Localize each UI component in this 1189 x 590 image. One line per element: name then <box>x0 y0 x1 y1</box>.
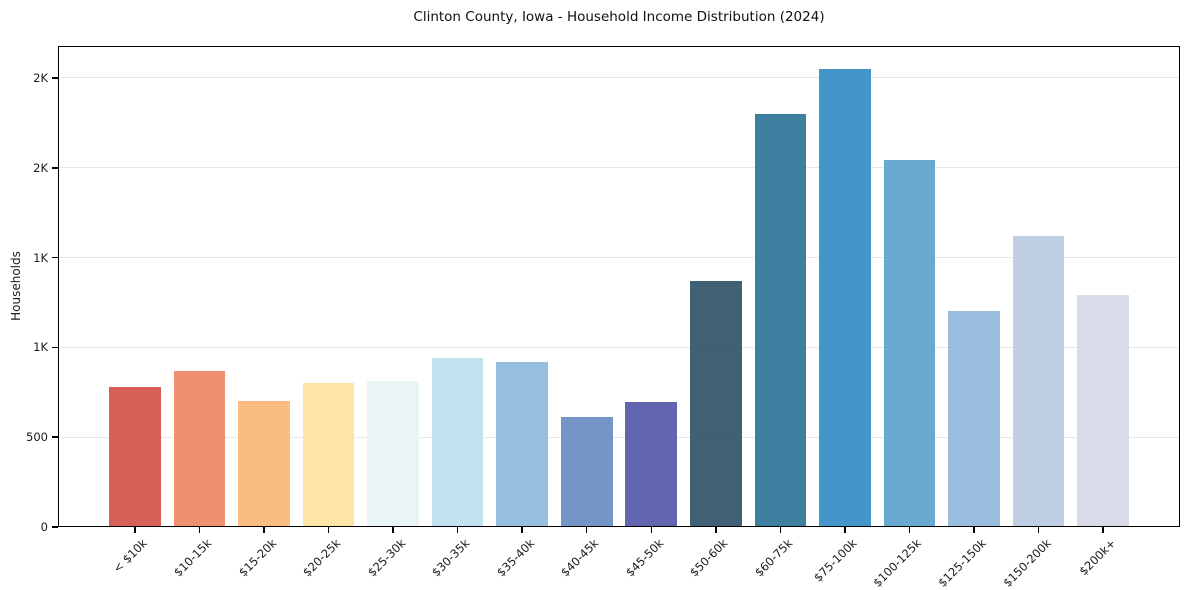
x-tick-label: $30-35k <box>429 536 473 580</box>
y-tick-mark <box>52 346 58 349</box>
x-tick-mark <box>779 527 782 533</box>
y-tick-label: 0 <box>40 520 48 534</box>
x-tick-label: $100-125k <box>870 536 925 590</box>
gridline <box>58 257 1180 259</box>
bar <box>302 383 355 527</box>
bar <box>1077 295 1129 527</box>
bar <box>238 401 290 527</box>
y-tick-label: 1K <box>33 340 48 355</box>
bar <box>690 280 742 527</box>
x-tick-label: $35-40k <box>493 536 538 580</box>
x-tick-mark <box>198 527 201 533</box>
x-tick-mark <box>134 527 136 533</box>
x-axis: < $10k $10-15k $15-20k $20-25k $25-30k $30-35… <box>58 527 1180 590</box>
x-tick-mark <box>456 527 459 533</box>
x-tick-label: $125-150k <box>935 536 989 590</box>
bar <box>560 417 613 527</box>
x-tick-label: $40-45k <box>558 536 602 580</box>
bar <box>1012 236 1065 527</box>
x-tick-label: $75-100k <box>811 536 860 585</box>
x-tick-label: $15-20k <box>235 536 279 580</box>
y-tick-label: 500 <box>26 430 48 445</box>
y-tick-mark <box>52 436 58 438</box>
x-tick-mark <box>844 527 846 533</box>
y-tick-label: 2K <box>33 70 48 85</box>
x-tick-mark <box>327 527 330 533</box>
gridline <box>58 167 1180 169</box>
bar <box>109 386 161 527</box>
bar <box>819 69 871 527</box>
bar <box>173 370 226 527</box>
bar <box>625 402 678 527</box>
y-tick-mark <box>52 77 58 79</box>
bar <box>496 361 548 527</box>
x-tick-label: < $10k <box>110 536 150 576</box>
y-tick-mark <box>52 526 58 528</box>
gridline <box>58 436 1180 438</box>
x-tick-label: $45-50k <box>622 536 667 580</box>
x-tick-mark <box>1102 527 1104 533</box>
x-tick-mark <box>973 527 975 533</box>
x-tick-label: $200k+ <box>1075 536 1119 579</box>
bar <box>948 310 1000 527</box>
x-tick-mark <box>908 527 911 533</box>
y-tick-mark <box>52 167 58 169</box>
y-tick-mark <box>52 256 58 259</box>
bar <box>754 113 807 527</box>
chart-title: Clinton County, Iowa - Household Income … <box>413 9 825 25</box>
bar <box>431 358 484 527</box>
x-tick-mark <box>521 527 523 533</box>
x-tick-mark <box>392 527 394 533</box>
gridline <box>58 346 1180 348</box>
x-tick-label: $20-25k <box>299 536 344 580</box>
x-tick-label: $50-60k <box>687 536 731 580</box>
y-axis: 0 500 1K 1K 2K 2K <box>0 46 58 534</box>
bar <box>883 159 936 527</box>
x-tick-mark <box>1037 527 1040 533</box>
bar <box>367 380 419 527</box>
x-tick-mark <box>650 527 653 533</box>
y-tick-label: 1K <box>33 250 48 265</box>
y-tick-label: 2K <box>33 160 48 175</box>
x-tick-label: $10-15k <box>170 536 215 580</box>
x-tick-label: $150-200k <box>999 536 1054 590</box>
x-tick-label: $25-30k <box>364 536 408 580</box>
plot-area <box>58 46 1180 527</box>
x-tick-mark <box>715 527 717 533</box>
x-tick-mark <box>585 527 588 533</box>
x-tick-mark <box>263 527 265 533</box>
gridline <box>58 77 1180 79</box>
x-tick-label: $60-75k <box>751 536 796 580</box>
